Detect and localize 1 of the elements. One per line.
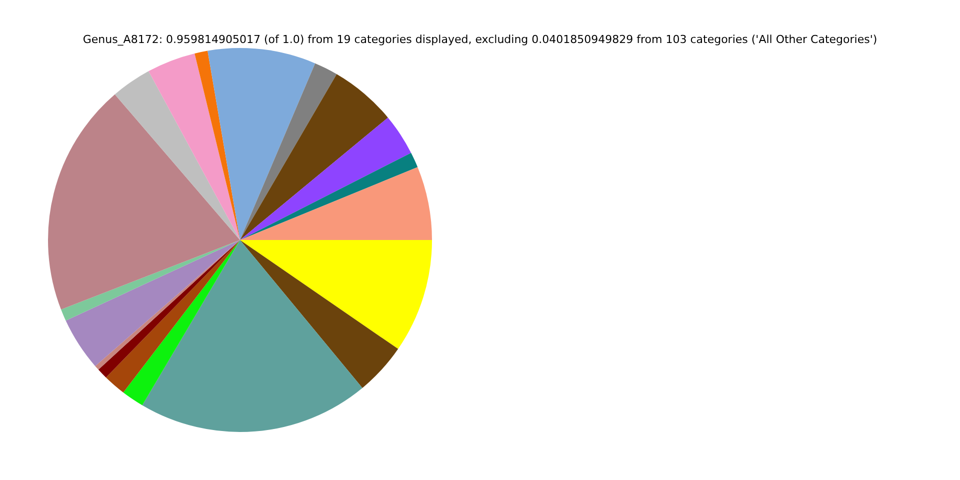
text: Genus_A8172: 0.959814905017 (of 1.0) from 19 categories displayed, excluding 0.0401850949829 from 103 categories ('All Other Categories') <box>82 33 878 46</box>
